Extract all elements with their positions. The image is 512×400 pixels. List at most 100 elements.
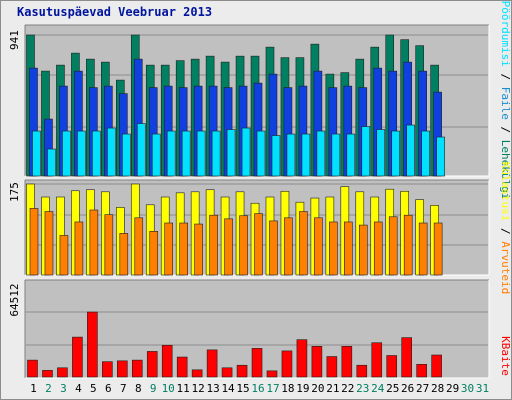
pages-bar [62, 130, 71, 177]
day-label: 19 [296, 382, 309, 395]
pages-bar [151, 133, 161, 177]
day-label: 15 [236, 382, 249, 395]
kbytes-bar [371, 342, 383, 378]
sites-bar [284, 217, 293, 276]
sites-bar [44, 211, 54, 276]
kbytes-bar [266, 370, 278, 378]
day-label: 24 [371, 382, 385, 395]
day-label: 9 [150, 382, 157, 395]
day-label: 26 [401, 382, 414, 395]
sites-bar [314, 217, 323, 276]
sites-bar [403, 214, 413, 276]
kbytes-bar [191, 369, 203, 378]
kbytes-bar [87, 311, 98, 378]
pages-bar [346, 133, 356, 177]
day-label: 2 [45, 382, 52, 395]
bottom-panel-max-label: 64512 [8, 283, 21, 316]
kbytes-bar [117, 360, 128, 378]
day-label: 5 [90, 382, 97, 395]
sites-bar [209, 214, 218, 276]
pages-bar [181, 130, 191, 177]
day-label: 4 [75, 382, 82, 395]
kbytes-bar [341, 346, 353, 378]
day-label: 12 [192, 382, 205, 395]
sites-bar [373, 221, 383, 276]
sites-bar [329, 221, 338, 276]
kbytes-bar [131, 359, 143, 378]
kbytes-bar [72, 336, 83, 378]
pages-bar [406, 124, 415, 177]
day-label: 18 [281, 382, 294, 395]
kbytes-bar [102, 361, 113, 378]
kbytes-bar [176, 356, 188, 378]
day-label: 11 [177, 382, 190, 395]
pages-bar [361, 126, 371, 177]
middle-panel-legend: Külastusi / Arvuteid [499, 162, 512, 294]
pages-bar [436, 136, 445, 177]
pages-bar [301, 133, 311, 177]
pages-bar [122, 133, 131, 177]
pages-bar [226, 129, 236, 177]
pages-bar [196, 130, 206, 177]
pages-bar [32, 130, 41, 177]
kbytes-bar [146, 351, 158, 378]
pages-bar [331, 133, 341, 177]
day-label: 29 [446, 382, 459, 395]
pages-bar [211, 130, 221, 177]
sites-bar [433, 222, 443, 276]
pages-bar [256, 130, 266, 177]
pages-bar [316, 130, 326, 177]
day-label: 14 [221, 382, 235, 395]
kbytes-bar [431, 354, 442, 378]
kbytes-bar [27, 359, 38, 378]
sites-bar [164, 222, 174, 276]
pages-bar [286, 133, 296, 177]
bottom-panel-legend: KBaite [499, 336, 512, 376]
top-panel-max-label: 941 [8, 30, 21, 50]
pages-bar [47, 148, 56, 177]
pages-bar [136, 123, 146, 177]
day-label: 8 [135, 382, 142, 395]
kbytes-bar [42, 370, 53, 378]
sites-bar [104, 214, 114, 276]
pages-bar [241, 127, 251, 177]
kbytes-bar [386, 355, 398, 378]
day-label: 31 [476, 382, 489, 395]
day-label: 23 [356, 382, 369, 395]
sites-bar [269, 220, 278, 276]
sites-bar [194, 223, 203, 276]
day-label: 25 [386, 382, 399, 395]
sites-bar [299, 211, 308, 276]
kbytes-bar [401, 337, 412, 378]
day-label: 7 [120, 382, 127, 395]
day-label: 16 [251, 382, 264, 395]
kbytes-bar [251, 348, 263, 378]
pages-bar [376, 129, 386, 177]
day-label: 13 [206, 382, 219, 395]
sites-bar [418, 222, 428, 276]
day-label: 21 [326, 382, 339, 395]
day-label: 17 [266, 382, 279, 395]
kbytes-bar [296, 339, 308, 378]
pages-bar [107, 127, 116, 177]
day-label: 28 [431, 382, 444, 395]
day-label: 27 [416, 382, 429, 395]
day-label: 22 [341, 382, 354, 395]
day-label: 30 [461, 382, 474, 395]
kbytes-bar [356, 364, 368, 378]
kbytes-bar [161, 344, 173, 378]
sites-bar [224, 218, 233, 276]
pages-bar [166, 130, 176, 177]
day-label: 6 [105, 382, 112, 395]
kbytes-bar [416, 364, 427, 378]
sites-bar [388, 216, 398, 276]
sites-bar [29, 208, 39, 276]
kbytes-bar [236, 364, 248, 378]
kbytes-bar [206, 349, 218, 378]
pages-bar [271, 135, 281, 177]
kbytes-bar [281, 350, 293, 378]
pages-bar [391, 130, 401, 177]
sites-bar [344, 221, 353, 276]
sites-bar [358, 224, 368, 276]
